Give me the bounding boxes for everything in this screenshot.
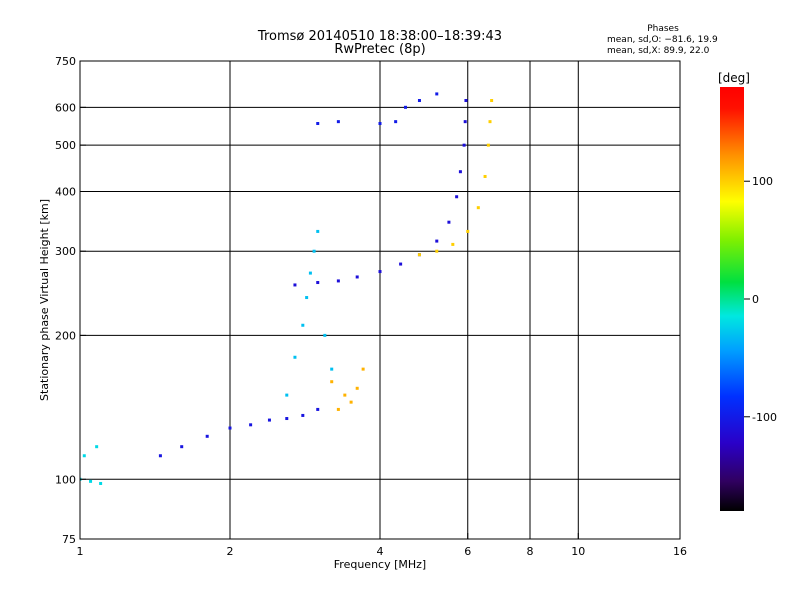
stats-x-mode: mean, sd,X: 89.9, 22.0 (607, 46, 710, 56)
point-e-f1-ramp (159, 454, 162, 457)
point-low-frequency-echo (95, 445, 98, 448)
point-o-mode-trace (356, 275, 359, 278)
point-e-f1-ramp (316, 408, 319, 411)
x-tick-label: 4 (377, 545, 384, 558)
point-o-mode-trace (455, 195, 458, 198)
y-tick-label: 600 (55, 101, 76, 114)
point-spread-f-column (330, 368, 333, 371)
y-tick-label: 75 (62, 533, 76, 546)
point-spread-f-column (301, 324, 304, 327)
point-o-mode-trace (459, 170, 462, 173)
point-spread-f-column (285, 394, 288, 397)
x-axis-label: Frequency [MHz] (334, 558, 426, 571)
point-spread-f-column (309, 272, 312, 275)
point-upper-echoes (435, 92, 438, 95)
point-upper-echoes (404, 106, 407, 109)
point-spread-f-column (305, 296, 308, 299)
point-x-mode-trace (451, 243, 454, 246)
point-upper-echoes (418, 99, 421, 102)
point-o-mode-trace (337, 279, 340, 282)
point-x-mode-trace (484, 175, 487, 178)
colorbar-tick-label: -100 (752, 411, 777, 424)
colorbar-tick-label: 100 (752, 175, 773, 188)
point-x-mode-trace (490, 99, 493, 102)
data-points (79, 92, 494, 485)
y-tick-label: 100 (55, 473, 76, 486)
point-spread-f-column (313, 250, 316, 253)
colorbar (720, 87, 744, 511)
point-o-mode-trace (464, 120, 467, 123)
x-tick-label: 1 (77, 545, 84, 558)
colorbar-tick-label: 0 (752, 293, 759, 306)
point-oblique-echoes (343, 394, 346, 397)
point-spread-f-column (323, 334, 326, 337)
point-low-frequency-echo (89, 480, 92, 483)
point-e-f1-ramp (285, 417, 288, 420)
point-x-mode-trace (435, 250, 438, 253)
point-low-frequency-echo (83, 454, 86, 457)
point-o-mode-trace (316, 281, 319, 284)
axis-ticks: 1 2 4 6 8 10 16 75 100 200 300 400 500 600 750 (55, 55, 687, 558)
point-oblique-echoes (362, 368, 365, 371)
x-tick-label: 6 (464, 545, 471, 558)
point-e-f1-ramp (180, 445, 183, 448)
chart-subtitle: RwPretec (8p) (334, 42, 425, 57)
point-upper-echoes (394, 120, 397, 123)
point-x-mode-trace (477, 206, 480, 209)
point-spread-f-column (316, 230, 319, 233)
point-low-frequency-echo (99, 482, 102, 485)
point-e-f1-ramp (206, 435, 209, 438)
point-o-mode-trace (379, 270, 382, 273)
point-o-mode-trace (435, 240, 438, 243)
y-tick-label: 400 (55, 185, 76, 198)
point-upper-echoes (316, 122, 319, 125)
point-x-mode-trace (466, 230, 469, 233)
point-e-f1-ramp (229, 427, 232, 430)
point-e-f1-ramp (249, 423, 252, 426)
x-tick-label: 2 (227, 545, 234, 558)
point-oblique-echoes (356, 387, 359, 390)
point-upper-echoes (337, 120, 340, 123)
stats-o-mode: mean, sd,O: −81.6, 19.9 (607, 35, 718, 45)
x-tick-label: 8 (527, 545, 534, 558)
point-o-mode-trace (464, 99, 467, 102)
grid (80, 61, 680, 539)
point-e-f1-ramp (268, 419, 271, 422)
ionogram-chart: Tromsø 20140510 18:38:00–18:39:43 RwPret… (0, 0, 800, 600)
point-oblique-echoes (350, 401, 353, 404)
stats-title: Phases (647, 24, 679, 34)
y-tick-label: 500 (55, 139, 76, 152)
point-oblique-echoes (337, 408, 340, 411)
x-tick-label: 16 (673, 545, 687, 558)
x-tick-label: 10 (571, 545, 585, 558)
point-o-mode-trace (447, 221, 450, 224)
point-e-f1-ramp (301, 414, 304, 417)
point-o-mode-trace (463, 144, 466, 147)
point-o-mode-trace (293, 283, 296, 286)
point-oblique-echoes (330, 380, 333, 383)
point-x-mode-trace (489, 120, 492, 123)
colorbar-label: [deg] (718, 71, 750, 85)
y-tick-label: 750 (55, 55, 76, 68)
colorbar-ticks: 100 0 -100 (744, 175, 777, 424)
point-x-mode-trace (487, 144, 490, 147)
y-axis-label: Stationary phase Virtual Height [km] (38, 199, 51, 401)
point-x-mode-trace (418, 253, 421, 256)
point-o-mode-trace (399, 263, 402, 266)
y-tick-label: 300 (55, 245, 76, 258)
y-tick-label: 200 (55, 329, 76, 342)
point-spread-f-column (293, 356, 296, 359)
point-upper-echoes (379, 122, 382, 125)
